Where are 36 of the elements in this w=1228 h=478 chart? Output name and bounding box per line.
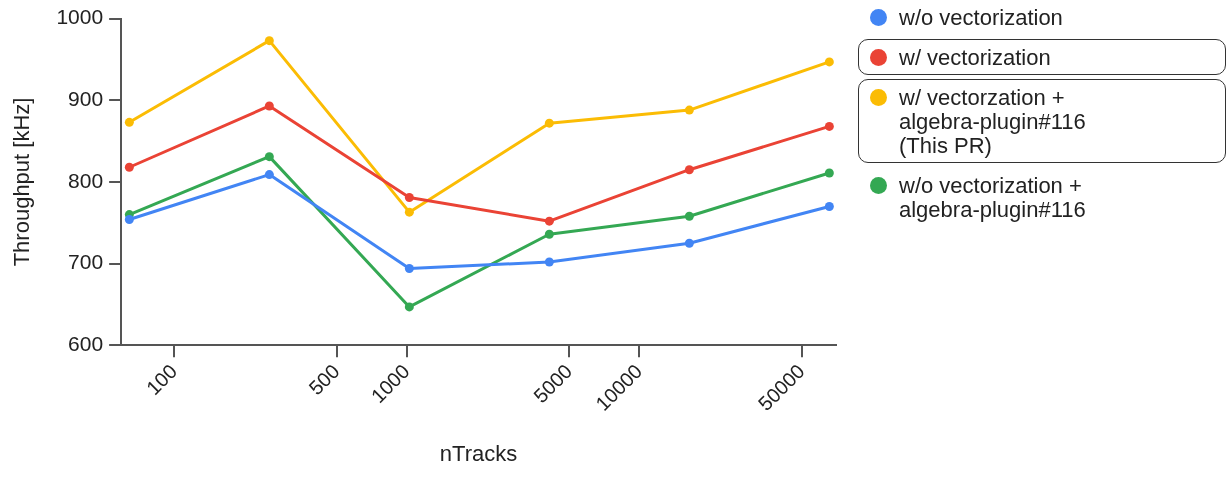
x-tick-label: 500 <box>304 359 344 400</box>
point <box>684 165 694 175</box>
point <box>544 118 554 128</box>
y-tick-label: 600 <box>68 332 104 356</box>
y-tick-label: 1000 <box>56 5 104 29</box>
point <box>824 57 834 67</box>
y-tick-label: 700 <box>68 250 104 274</box>
point <box>264 101 274 111</box>
y-tick-label: 800 <box>68 168 104 192</box>
legend-label: w/o vectorization + algebra-plugin#116 <box>899 173 1086 222</box>
point <box>684 211 694 221</box>
y-tick-label: 900 <box>68 87 104 111</box>
x-axis-title: nTracks <box>439 440 518 466</box>
legend-label: w/o vectorization <box>899 5 1063 30</box>
point <box>544 216 554 226</box>
point <box>684 238 694 248</box>
y-axis-title: Throughput [kHz] <box>9 97 35 267</box>
point <box>404 192 414 202</box>
point <box>544 229 554 239</box>
point <box>404 207 414 217</box>
point <box>824 168 834 178</box>
point <box>824 201 834 211</box>
point <box>264 36 274 46</box>
point <box>824 121 834 131</box>
x-tick-label: 100 <box>141 359 182 400</box>
point <box>264 152 274 162</box>
point <box>404 264 414 274</box>
point <box>124 117 134 127</box>
legend-label: w/ vectorization <box>899 45 1051 70</box>
point <box>544 257 554 267</box>
point <box>684 105 694 115</box>
point <box>124 215 134 225</box>
point <box>404 302 414 312</box>
point <box>264 170 274 180</box>
legend-label: w/ vectorzation + algebra-plugin#116 (This PR) <box>899 85 1086 158</box>
point <box>124 162 134 172</box>
